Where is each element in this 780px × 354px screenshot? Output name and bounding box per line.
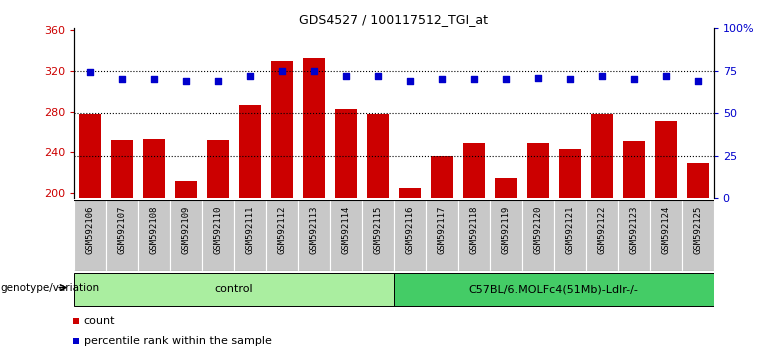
Text: GSM592121: GSM592121: [566, 206, 574, 254]
Point: [148, 76, 161, 82]
Text: GSM592123: GSM592123: [629, 206, 638, 254]
Text: control: control: [215, 284, 254, 295]
Bar: [526, 143, 549, 354]
Bar: [394, 200, 426, 271]
Bar: [399, 188, 421, 354]
Point: [564, 76, 576, 82]
Bar: [618, 200, 650, 271]
Bar: [431, 155, 453, 354]
Point: [308, 68, 321, 74]
Point: [84, 70, 97, 75]
Text: GSM592119: GSM592119: [502, 206, 510, 254]
Point: [692, 78, 704, 84]
Bar: [650, 200, 682, 271]
Bar: [271, 61, 293, 354]
Bar: [558, 149, 581, 354]
Text: GSM592116: GSM592116: [406, 206, 414, 254]
Bar: [367, 114, 389, 354]
Text: GSM592107: GSM592107: [118, 206, 126, 254]
Bar: [106, 200, 138, 271]
Bar: [207, 140, 229, 354]
Point: [276, 68, 289, 74]
Point: [468, 76, 480, 82]
Bar: [554, 200, 586, 271]
Bar: [202, 200, 234, 271]
Bar: [266, 200, 298, 271]
Bar: [234, 200, 266, 271]
Point: [244, 73, 257, 79]
Text: GSM592117: GSM592117: [438, 206, 446, 254]
Text: percentile rank within the sample: percentile rank within the sample: [84, 336, 271, 346]
Bar: [335, 109, 357, 354]
Text: GSM592122: GSM592122: [597, 206, 606, 254]
Bar: [303, 58, 325, 354]
Title: GDS4527 / 100117512_TGI_at: GDS4527 / 100117512_TGI_at: [300, 13, 488, 26]
Bar: [138, 200, 170, 271]
Bar: [686, 162, 709, 354]
Point: [660, 73, 672, 79]
Text: GSM592112: GSM592112: [278, 206, 286, 254]
Bar: [622, 141, 645, 354]
Bar: [590, 114, 613, 354]
Bar: [394, 273, 714, 306]
Point: [115, 76, 128, 82]
Point: [596, 73, 608, 79]
Text: GSM592124: GSM592124: [661, 206, 670, 254]
Bar: [522, 200, 554, 271]
Bar: [175, 181, 197, 354]
Bar: [654, 121, 677, 354]
Text: GSM592115: GSM592115: [374, 206, 382, 254]
Text: GSM592108: GSM592108: [150, 206, 158, 254]
Bar: [495, 178, 517, 354]
Bar: [239, 105, 261, 354]
Text: C57BL/6.MOLFc4(51Mb)-Ldlr-/-: C57BL/6.MOLFc4(51Mb)-Ldlr-/-: [469, 284, 639, 295]
Bar: [74, 273, 394, 306]
Bar: [586, 200, 618, 271]
Text: GSM592113: GSM592113: [310, 206, 318, 254]
Point: [340, 73, 353, 79]
Point: [372, 73, 385, 79]
Bar: [682, 200, 714, 271]
Text: count: count: [84, 316, 115, 326]
Bar: [330, 200, 362, 271]
Bar: [143, 139, 165, 354]
Bar: [298, 200, 330, 271]
Text: GSM592118: GSM592118: [470, 206, 478, 254]
Text: GSM592125: GSM592125: [693, 206, 702, 254]
Text: GSM592106: GSM592106: [86, 206, 94, 254]
Point: [500, 76, 512, 82]
Point: [628, 76, 640, 82]
Bar: [111, 140, 133, 354]
Bar: [458, 200, 490, 271]
Bar: [362, 200, 394, 271]
Text: GSM592120: GSM592120: [534, 206, 542, 254]
Bar: [490, 200, 522, 271]
Bar: [426, 200, 458, 271]
Bar: [170, 200, 202, 271]
Point: [435, 76, 448, 82]
Point: [532, 75, 544, 80]
Bar: [79, 114, 101, 354]
Point: [180, 78, 193, 84]
Bar: [463, 143, 485, 354]
Text: GSM592111: GSM592111: [246, 206, 254, 254]
Text: GSM592114: GSM592114: [342, 206, 350, 254]
Bar: [74, 200, 106, 271]
Text: genotype/variation: genotype/variation: [1, 282, 100, 292]
Text: GSM592110: GSM592110: [214, 206, 222, 254]
Point: [404, 78, 417, 84]
Text: GSM592109: GSM592109: [182, 206, 190, 254]
Point: [212, 78, 225, 84]
